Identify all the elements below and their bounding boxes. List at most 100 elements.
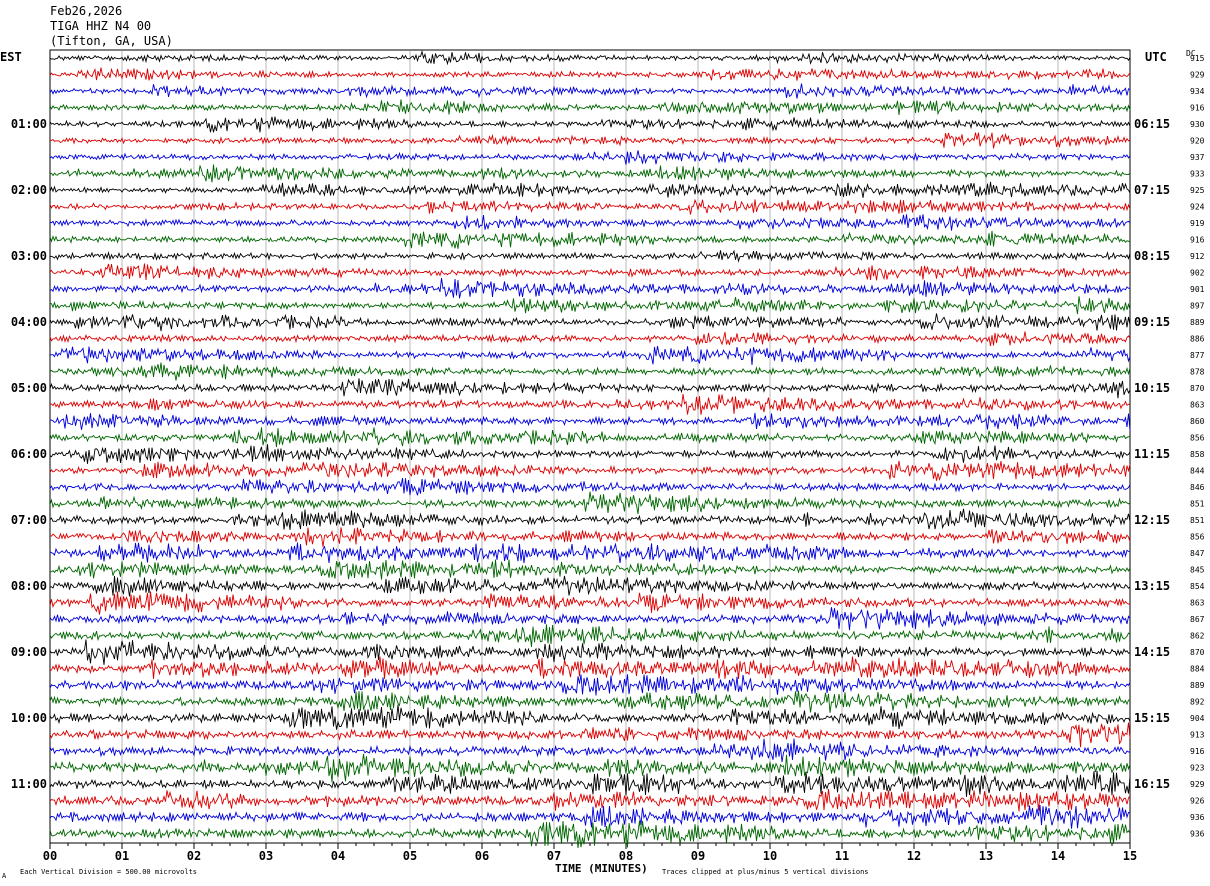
x-tick-label: 13 bbox=[979, 849, 993, 863]
x-tick-label: 02 bbox=[187, 849, 201, 863]
left-hour-label: 02:00 bbox=[11, 183, 47, 197]
dc-offset-label: 924 bbox=[1190, 203, 1205, 212]
dc-offset-label: 913 bbox=[1190, 731, 1205, 740]
right-hour-label: 14:15 bbox=[1134, 645, 1170, 659]
right-hour-label: 08:15 bbox=[1134, 249, 1170, 263]
seismic-trace bbox=[49, 460, 1131, 482]
x-tick-label: 15 bbox=[1123, 849, 1137, 863]
x-axis-title: TIME (MINUTES) bbox=[555, 862, 648, 875]
dc-offset-label: 926 bbox=[1190, 797, 1205, 806]
dc-offset-label: 867 bbox=[1190, 615, 1205, 624]
left-hour-label: 06:00 bbox=[11, 447, 47, 461]
dc-offset-label: 854 bbox=[1190, 582, 1205, 591]
dc-offset-label: 884 bbox=[1190, 665, 1205, 674]
scale-note: Each Vertical Division = 500.00 microvol… bbox=[20, 868, 198, 876]
seismic-trace bbox=[49, 412, 1131, 432]
seismic-trace bbox=[49, 362, 1131, 381]
dc-offset-label: 937 bbox=[1190, 153, 1205, 162]
dc-offset-label: 912 bbox=[1190, 252, 1205, 261]
seismic-trace bbox=[49, 575, 1131, 597]
right-hour-label: 06:15 bbox=[1134, 117, 1170, 131]
seismic-trace bbox=[49, 99, 1131, 116]
dc-offset-label: 933 bbox=[1190, 170, 1205, 179]
dc-offset-label: 863 bbox=[1190, 599, 1205, 608]
left-hour-label: 11:00 bbox=[11, 777, 47, 791]
header-station: TIGA HHZ N4 00 bbox=[50, 19, 152, 33]
left-hour-label: 04:00 bbox=[11, 315, 47, 329]
dc-offset-label: 934 bbox=[1190, 87, 1205, 96]
right-hour-label: 15:15 bbox=[1134, 711, 1170, 725]
right-hour-label: 13:15 bbox=[1134, 579, 1170, 593]
x-tick-label: 11 bbox=[835, 849, 849, 863]
seismic-trace bbox=[49, 722, 1131, 748]
right-hour-label: 12:15 bbox=[1134, 513, 1170, 527]
seismic-trace bbox=[49, 263, 1131, 281]
dc-offset-label: 925 bbox=[1190, 186, 1205, 195]
dc-offset-label: 877 bbox=[1190, 351, 1205, 360]
x-tick-label: 10 bbox=[763, 849, 777, 863]
x-tick-label: 09 bbox=[691, 849, 705, 863]
seismic-trace bbox=[49, 214, 1131, 231]
seismic-trace bbox=[49, 607, 1131, 631]
x-tick-label: 06 bbox=[475, 849, 489, 863]
left-hour-label: 05:00 bbox=[11, 381, 47, 395]
seismic-trace bbox=[49, 542, 1131, 564]
corner-mark: A bbox=[2, 872, 7, 880]
seismic-trace bbox=[49, 116, 1131, 133]
plot-frame bbox=[49, 49, 1131, 844]
seismic-trace bbox=[49, 674, 1131, 696]
x-tick-label: 00 bbox=[43, 849, 57, 863]
dc-offset-label: 886 bbox=[1190, 335, 1205, 344]
seismic-trace bbox=[49, 67, 1131, 81]
seismic-trace bbox=[49, 639, 1131, 665]
right-hour-label: 10:15 bbox=[1134, 381, 1170, 395]
seismic-trace bbox=[49, 508, 1131, 530]
dc-offset-label: 878 bbox=[1190, 368, 1205, 377]
seismic-trace bbox=[50, 559, 1131, 580]
dc-offset-label: 930 bbox=[1190, 120, 1205, 129]
seismic-trace bbox=[49, 393, 1131, 415]
seismic-trace bbox=[49, 527, 1131, 547]
dc-offset-label: 860 bbox=[1190, 417, 1205, 426]
dc-offset-label: 851 bbox=[1190, 500, 1205, 509]
seismic-trace bbox=[49, 83, 1131, 99]
seismic-trace bbox=[49, 150, 1131, 165]
x-tick-label: 05 bbox=[403, 849, 417, 863]
dc-offset-label: 889 bbox=[1190, 681, 1205, 690]
dc-offset-label: 856 bbox=[1190, 434, 1205, 443]
dc-offset-label: 936 bbox=[1190, 830, 1205, 839]
seismic-trace bbox=[49, 198, 1131, 215]
dc-offset-labels: 915 929 934 916 930 920 937 933 925 924 919 916 912 9… bbox=[1190, 54, 1205, 839]
dc-offset-label: 919 bbox=[1190, 219, 1205, 228]
left-hour-label: 07:00 bbox=[11, 513, 47, 527]
seismic-trace bbox=[49, 132, 1131, 149]
seismic-trace bbox=[49, 491, 1131, 515]
seismic-trace bbox=[49, 181, 1131, 198]
seismic-trace bbox=[49, 753, 1131, 783]
seismic-trace bbox=[49, 788, 1131, 812]
seismic-trace bbox=[49, 331, 1131, 346]
right-hour-label: 16:15 bbox=[1134, 777, 1170, 791]
dc-offset-label: 863 bbox=[1190, 401, 1205, 410]
seismic-trace bbox=[49, 820, 1131, 848]
seismic-trace bbox=[49, 49, 1131, 66]
left-hour-label: 09:00 bbox=[11, 645, 47, 659]
dc-offset-label: 870 bbox=[1190, 384, 1205, 393]
seismic-trace bbox=[49, 690, 1131, 713]
right-hour-label: 07:15 bbox=[1134, 183, 1170, 197]
header-date: Feb26,2026 bbox=[50, 4, 123, 18]
dc-label: DC bbox=[1186, 49, 1196, 58]
dc-offset-label: 901 bbox=[1190, 285, 1205, 294]
dc-offset-label: 870 bbox=[1190, 648, 1205, 657]
dc-offset-label: 923 bbox=[1190, 764, 1205, 773]
seismic-trace bbox=[49, 770, 1131, 797]
x-tick-label: 12 bbox=[907, 849, 921, 863]
x-tick-label: 03 bbox=[259, 849, 273, 863]
seismic-trace bbox=[49, 313, 1131, 332]
seismic-trace bbox=[49, 427, 1131, 448]
left-hour-label: 03:00 bbox=[11, 249, 47, 263]
dc-offset-label: 889 bbox=[1190, 318, 1205, 327]
x-axis: 00 01 02 03 04 05 06 07 08 09 10 11 12 13 14 15 bbox=[43, 843, 1137, 863]
plot-grid bbox=[49, 49, 1131, 844]
dc-offset-label: 858 bbox=[1190, 450, 1205, 459]
